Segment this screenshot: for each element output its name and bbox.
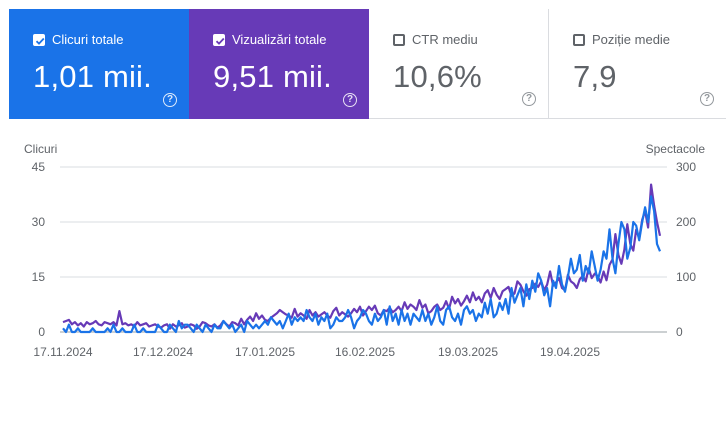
help-icon[interactable]: ? (343, 93, 357, 107)
y-left-tick-label: 45 (32, 160, 46, 174)
position-average-value: 7,9 (573, 59, 617, 94)
x-tick-label: 19.04.2025 (540, 345, 600, 359)
right-axis-title: Spectacole (646, 142, 706, 156)
y-left-tick-label: 30 (32, 215, 46, 229)
position-checkbox-icon[interactable] (573, 34, 585, 46)
clicks-checkbox-icon[interactable] (33, 34, 45, 46)
impressions-checkbox-icon[interactable] (213, 34, 225, 46)
ctr-checkbox-icon[interactable] (393, 34, 405, 46)
help-icon[interactable]: ? (700, 92, 714, 106)
impressions-total-card[interactable]: Vizualizări totale 9,51 mii. ? (189, 9, 369, 119)
clicks-total-value: 1,01 mii. (33, 59, 152, 94)
position-average-label: Poziție medie (592, 32, 671, 47)
series-line (62, 183, 662, 330)
chart-ticks: 0 0 15 100 30 200 45 300 17.11.2024 17.12.2024 17.… (32, 160, 697, 359)
impressions-total-label: Vizualizări totale (232, 32, 327, 47)
x-tick-label: 19.03.2025 (438, 345, 498, 359)
help-icon[interactable]: ? (522, 92, 536, 106)
performance-chart: Clicuri Spectacole 0 0 15 100 30 200 45 300 17.1… (24, 142, 706, 359)
y-left-tick-label: 0 (38, 325, 45, 339)
ctr-average-label: CTR mediu (412, 32, 478, 47)
chart-lines (62, 183, 662, 334)
x-tick-label: 17.11.2024 (33, 345, 92, 359)
ctr-average-value: 10,6% (393, 59, 482, 94)
y-right-tick-label: 300 (676, 160, 696, 174)
y-right-tick-label: 0 (676, 325, 683, 339)
metric-cards: Clicuri totale 1,01 mii. ? Vizualizări t… (9, 9, 726, 119)
position-average-card[interactable]: Poziție medie 7,9 ? (549, 9, 726, 119)
left-axis-title: Clicuri (24, 142, 57, 156)
y-right-tick-label: 100 (676, 270, 696, 284)
help-icon[interactable]: ? (163, 93, 177, 107)
x-tick-label: 17.12.2024 (133, 345, 193, 359)
ctr-average-card[interactable]: CTR mediu 10,6% ? (369, 9, 549, 119)
y-right-tick-label: 200 (676, 215, 696, 229)
x-tick-label: 17.01.2025 (235, 345, 295, 359)
x-tick-label: 16.02.2025 (335, 345, 395, 359)
clicks-total-card[interactable]: Clicuri totale 1,01 mii. ? (9, 9, 189, 119)
clicks-total-label: Clicuri totale (52, 32, 124, 47)
chart-grid (60, 166, 667, 333)
series-line (62, 195, 662, 334)
y-left-tick-label: 15 (32, 270, 46, 284)
impressions-total-value: 9,51 mii. (213, 59, 332, 94)
